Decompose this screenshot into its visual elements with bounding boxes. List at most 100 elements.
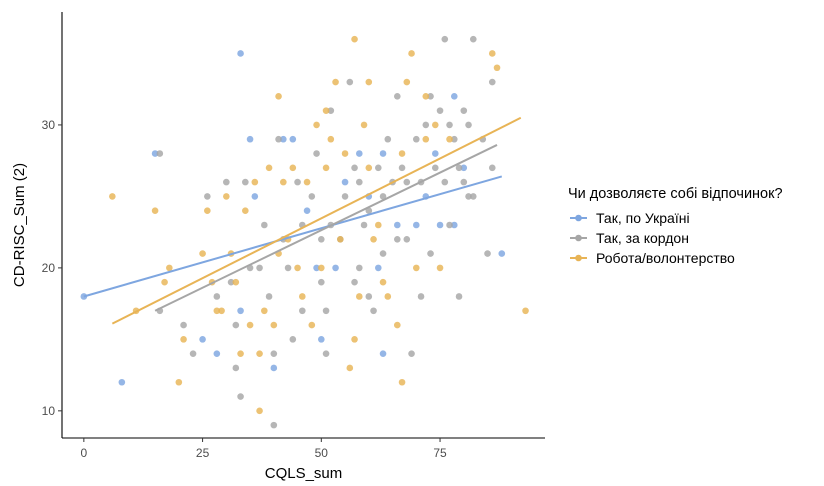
data-point	[118, 378, 126, 386]
trend-line-0	[83, 175, 503, 298]
data-point	[218, 307, 225, 315]
data-point	[332, 78, 339, 86]
data-point	[422, 93, 430, 100]
data-point	[265, 164, 273, 172]
legend-item: Робота/волонтерство	[570, 250, 735, 266]
data-point	[256, 264, 263, 272]
data-point	[332, 264, 339, 272]
data-point	[242, 178, 249, 186]
legend-item: Так, за кордон	[570, 230, 689, 246]
data-point	[341, 193, 349, 200]
data-point	[199, 336, 206, 343]
data-point	[441, 178, 449, 186]
data-point	[232, 278, 240, 286]
data-point	[213, 307, 221, 315]
axis-ticks: 0 25 50 75 10 20 30	[42, 118, 447, 460]
data-point	[488, 78, 496, 86]
data-point	[436, 264, 444, 272]
data-point	[237, 50, 244, 57]
data-point	[322, 350, 330, 357]
data-point	[156, 150, 164, 157]
legend-point-key	[575, 234, 582, 242]
data-point	[356, 178, 363, 186]
data-point	[180, 321, 187, 329]
data-point	[365, 164, 373, 172]
data-point	[431, 121, 439, 129]
data-point	[522, 307, 529, 315]
data-point	[322, 307, 330, 315]
data-point	[223, 178, 230, 186]
data-point	[237, 307, 244, 315]
data-point	[337, 236, 344, 243]
data-point	[379, 278, 387, 286]
data-point	[341, 178, 349, 186]
data-point	[151, 207, 159, 214]
data-point	[180, 336, 187, 343]
data-point	[365, 293, 373, 300]
data-point	[289, 336, 297, 343]
data-point	[237, 350, 244, 357]
data-point	[261, 221, 268, 229]
data-point	[161, 278, 168, 286]
data-point	[450, 93, 458, 100]
data-point	[460, 107, 468, 114]
data-point	[379, 150, 387, 157]
data-point	[375, 164, 382, 172]
data-point	[318, 236, 325, 243]
data-point	[431, 150, 439, 157]
data-point	[213, 350, 221, 357]
data-point	[237, 393, 244, 400]
data-point	[370, 307, 377, 315]
data-point	[275, 93, 282, 100]
trend-line-1	[154, 144, 498, 312]
data-point	[308, 321, 316, 329]
data-point	[341, 150, 349, 157]
data-point	[223, 193, 230, 200]
data-point	[318, 264, 325, 272]
data-point	[251, 178, 259, 186]
data-point	[175, 378, 183, 386]
data-point	[351, 336, 358, 343]
data-point	[488, 50, 496, 57]
legend-items: Так, по Україні Так, за кордон Робота/воло…	[570, 210, 735, 266]
data-point	[199, 250, 206, 257]
data-point	[455, 164, 463, 172]
data-point	[408, 50, 415, 57]
data-point	[351, 164, 358, 172]
data-point	[232, 321, 240, 329]
plot-area	[80, 35, 529, 429]
data-point	[427, 93, 434, 100]
data-point	[394, 93, 401, 100]
data-point	[270, 364, 278, 372]
data-point	[318, 278, 325, 286]
data-point	[455, 293, 463, 300]
data-point	[365, 78, 373, 86]
data-point	[270, 421, 278, 429]
data-point	[446, 221, 453, 229]
data-point	[289, 164, 297, 172]
y-tick-label: 30	[42, 118, 56, 132]
data-point	[346, 78, 354, 86]
data-point	[251, 193, 259, 200]
data-point	[318, 336, 325, 343]
data-point	[346, 364, 354, 372]
data-point	[356, 293, 363, 300]
data-point	[261, 307, 268, 315]
data-point	[246, 135, 254, 143]
data-point	[408, 350, 415, 357]
data-point	[270, 321, 278, 329]
legend-label: Так, за кордон	[596, 230, 689, 246]
legend-label: Робота/волонтерство	[596, 250, 735, 266]
data-point	[151, 150, 159, 157]
data-point	[360, 221, 368, 229]
data-point	[422, 121, 430, 129]
data-point	[299, 293, 306, 300]
data-point	[204, 193, 211, 200]
data-point	[403, 236, 411, 243]
data-point	[384, 293, 392, 300]
data-point	[351, 35, 358, 43]
data-point	[398, 164, 406, 172]
data-point	[450, 135, 458, 143]
data-point	[232, 364, 240, 372]
